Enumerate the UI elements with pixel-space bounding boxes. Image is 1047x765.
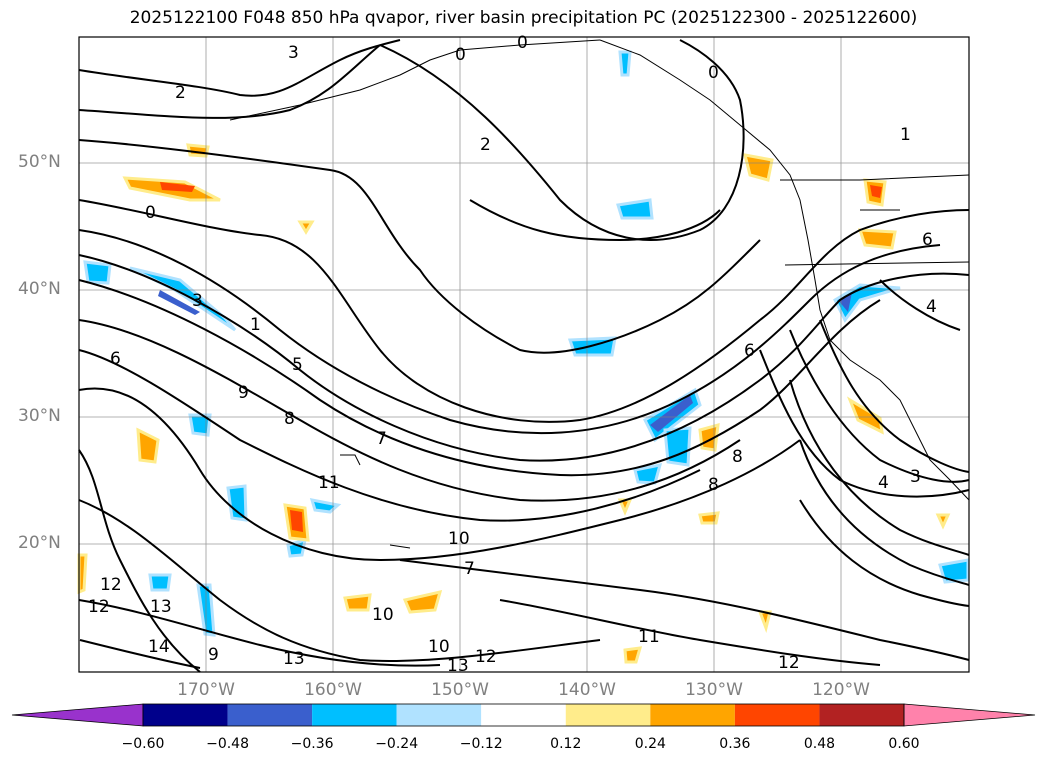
colorbar-frame <box>142 703 905 727</box>
contour-label: 12 <box>475 647 497 667</box>
colorbar-segment <box>227 704 313 726</box>
precip-shading <box>77 50 970 664</box>
contour-label: 0 <box>517 33 528 53</box>
contour-label: 10 <box>428 637 450 657</box>
lon-label: 140°W <box>558 680 616 700</box>
contour-label: 3 <box>288 43 299 63</box>
colorbar-segment <box>734 704 820 726</box>
contour-label: 0 <box>455 45 466 65</box>
graticule <box>79 37 969 672</box>
colorbar-segment <box>312 704 397 726</box>
contour-labels: 3 0 0 0 2 2 1 0 6 4 3 1 6 9 8 7 11 10 7 … <box>88 33 937 676</box>
map-plot: 3 0 0 0 2 2 1 0 6 4 3 1 6 9 8 7 11 10 7 … <box>77 33 970 676</box>
colorbar-tick-label: −0.12 <box>459 736 503 752</box>
colorbar-segment <box>481 704 566 726</box>
plot-area <box>79 37 969 672</box>
contour-label: 4 <box>878 473 889 493</box>
colorbar-tick-label: −0.36 <box>290 736 334 752</box>
colorbar-tick-label: 0.48 <box>803 736 836 752</box>
contour-label: 7 <box>376 429 387 449</box>
qvapor-contours <box>78 39 970 673</box>
colorbar-segment <box>819 704 904 726</box>
colorbar-extend-low <box>11 703 144 727</box>
contour-label: 10 <box>372 605 394 625</box>
contour-label: 13 <box>283 649 305 669</box>
contour-label: 6 <box>744 341 755 361</box>
contour-label: 3 <box>910 467 921 487</box>
colorbar-segment <box>650 704 735 726</box>
map-title: 2025122100 F048 850 hPa qvapor, river ba… <box>129 8 918 28</box>
contour-label: 2 <box>175 83 186 103</box>
lat-label: 50°N <box>18 152 61 172</box>
contour-label: 13 <box>447 656 469 676</box>
contour-label: 1 <box>250 315 261 335</box>
contour-label: 9 <box>208 645 219 665</box>
contour-label: 12 <box>100 575 122 595</box>
contour-label: 12 <box>778 653 800 673</box>
contour-label: 0 <box>708 63 719 83</box>
colorbar-extend-high <box>903 703 1036 727</box>
colorbar-tick-label: −0.24 <box>375 736 419 752</box>
colorbar-tick-label: 0.60 <box>888 736 920 752</box>
contour-label: 5 <box>292 355 303 375</box>
contour-label: 8 <box>732 447 743 467</box>
contour-label: 7 <box>464 559 475 579</box>
lat-label: 20°N <box>18 533 61 553</box>
colorbar-segment <box>396 704 482 726</box>
contour-label: 6 <box>110 349 121 369</box>
contour-label: 3 <box>192 291 203 311</box>
colorbar-tick-label: 0.12 <box>550 736 582 752</box>
lon-label: 120°W <box>812 680 870 700</box>
contour-label: 11 <box>638 627 660 647</box>
contour-label: 4 <box>926 297 937 317</box>
contour-label: 6 <box>922 230 933 250</box>
contour-label: 8 <box>708 475 719 495</box>
contour-label: 14 <box>148 637 170 657</box>
colorbar-segment <box>143 704 228 726</box>
plot-frame <box>78 36 970 673</box>
contour-label: 1 <box>900 125 911 145</box>
contour-label: 13 <box>150 597 172 617</box>
colorbar-segment <box>565 704 651 726</box>
colorbar <box>11 703 1036 727</box>
lat-label: 40°N <box>18 279 61 299</box>
contour-label: 0 <box>145 203 156 223</box>
lon-label: 130°W <box>685 680 743 700</box>
coastline <box>229 39 970 549</box>
contour-label: 10 <box>448 529 470 549</box>
contour-label: 9 <box>238 383 249 403</box>
contour-label: 8 <box>284 409 295 429</box>
colorbar-tick-label: 0.36 <box>719 736 751 752</box>
contour-label: 12 <box>88 597 110 617</box>
lon-label: 160°W <box>304 680 362 700</box>
contour-label: 11 <box>318 473 340 493</box>
lon-label: 150°W <box>431 680 489 700</box>
colorbar-tick-label: −0.60 <box>121 736 165 752</box>
colorbar-tick-label: −0.48 <box>206 736 249 752</box>
contour-label: 2 <box>480 135 491 155</box>
lon-label: 170°W <box>177 680 235 700</box>
colorbar-tick-label: 0.24 <box>634 736 666 752</box>
lat-label: 30°N <box>18 406 61 426</box>
